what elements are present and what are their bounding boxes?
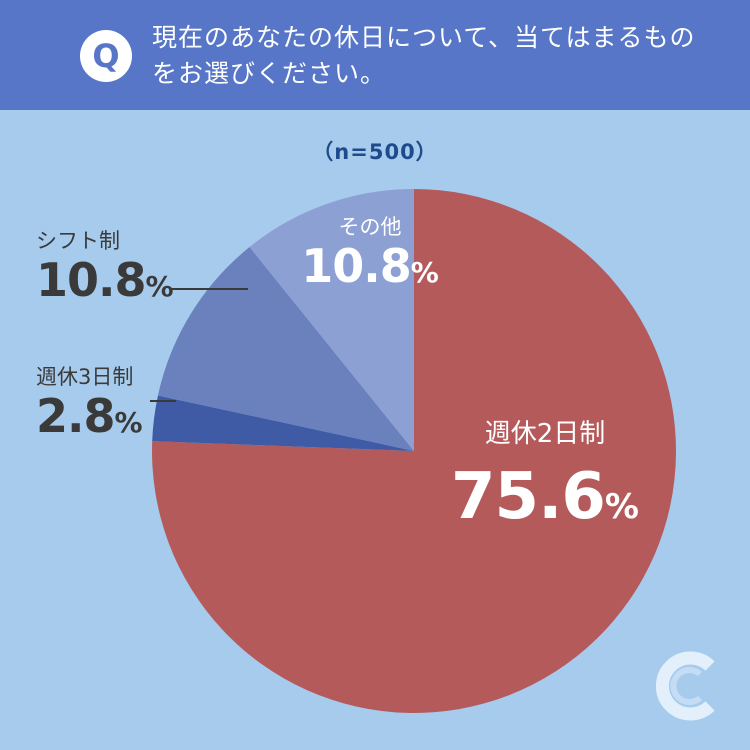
label-other-name: その他 [338, 215, 402, 239]
question-header: Q 現在のあなたの休日について、当てはまるものをお選びください。 [0, 0, 750, 110]
label-weekly-3day: 週休3日制 2.8% [36, 364, 143, 442]
sample-size: （n=500） [312, 140, 438, 164]
label-weekly-2day-name: 週休2日制 [484, 419, 606, 449]
value-shift: 10.8 [36, 253, 146, 307]
slice-weekly-3day [152, 395, 414, 451]
label-weekly-2day-value: 75.6% [450, 460, 640, 534]
question-text: 現在のあなたの休日について、当てはまるものをお選びください。 [152, 23, 696, 88]
slice-shift [157, 247, 414, 451]
pct-weekly-3day: % [114, 406, 143, 439]
label-other-value: 10.8% [300, 240, 440, 292]
value-weekly-3day: 2.8 [36, 389, 115, 443]
slice-other [249, 189, 414, 451]
pct-weekly-2day: % [604, 487, 639, 527]
label-shift: シフト制 10.8% [36, 228, 174, 306]
value-weekly-2day: 75.6 [451, 460, 606, 534]
slice-weekly-2day [152, 189, 677, 713]
pct-other: % [410, 256, 439, 289]
label-shift-name: シフト制 [36, 229, 120, 253]
label-weekly-2day: 週休2日制 75.6% [450, 418, 640, 534]
value-other: 10.8 [301, 239, 411, 293]
label-shift-value: 10.8% [36, 254, 174, 306]
label-weekly-3day-name: 週休3日制 [36, 365, 134, 389]
brand-c-logo-icon [655, 651, 715, 721]
pct-shift: % [145, 270, 174, 303]
label-weekly-3day-value: 2.8% [36, 390, 143, 442]
question-badge: Q [80, 30, 132, 82]
leader-line-weekly-3day [150, 400, 176, 402]
leader-line-shift [170, 288, 248, 290]
label-other: その他 10.8% [300, 214, 440, 292]
